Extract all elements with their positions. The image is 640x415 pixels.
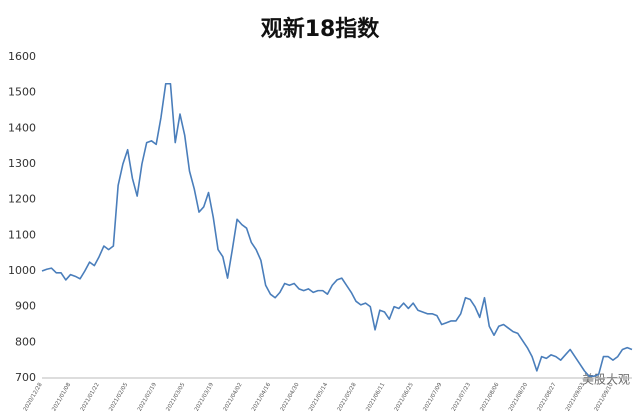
y-tick-label: 800 — [15, 335, 36, 348]
y-tick-label: 900 — [15, 300, 36, 313]
x-tick-label: 2020/12/28 — [23, 382, 44, 413]
x-tick-label: 2021/06/11 — [365, 382, 386, 412]
y-tick-label: 1500 — [8, 86, 36, 99]
y-tick-label: 1600 — [8, 50, 36, 63]
x-tick-label: 2021/08/27 — [537, 382, 558, 413]
x-tick-label: 2021/07/23 — [451, 382, 472, 413]
y-tick-label: 1100 — [8, 228, 36, 241]
y-tick-label: 1400 — [8, 121, 36, 134]
x-tick-label: 2021/01/08 — [51, 382, 72, 413]
x-tick-label: 2021/01/22 — [80, 382, 101, 412]
x-tick-label: 2021/09/03 — [565, 382, 586, 413]
x-tick-label: 2021/05/14 — [308, 382, 329, 413]
series-line — [41, 82, 633, 378]
x-tick-label: 2021/02/05 — [108, 382, 129, 413]
x-tick-label: 2021/05/28 — [337, 382, 358, 413]
x-tick-label: 2021/03/05 — [165, 382, 186, 413]
watermark: 美股大观 — [582, 373, 630, 387]
x-tick-label: 2021/07/09 — [422, 382, 443, 413]
x-tick-label: 2021/06/25 — [394, 382, 415, 413]
x-tick-label: 2021/08/06 — [479, 382, 500, 413]
x-tick-label: 2021/04/30 — [280, 382, 301, 413]
x-tick-label: 2021/03/19 — [194, 382, 215, 413]
y-tick-label: 1200 — [8, 193, 36, 206]
y-tick-label: 1300 — [8, 157, 36, 170]
x-tick-label: 2021/02/19 — [137, 382, 158, 413]
y-tick-label: 1000 — [8, 264, 36, 277]
y-tick-label: 700 — [15, 371, 36, 384]
chart-title: 观新18指数 — [261, 16, 381, 42]
x-tick-label: 2021/04/16 — [251, 382, 272, 413]
x-tick-label: 2021/04/02 — [223, 382, 244, 412]
x-tick-label: 2021/08/20 — [508, 382, 529, 413]
